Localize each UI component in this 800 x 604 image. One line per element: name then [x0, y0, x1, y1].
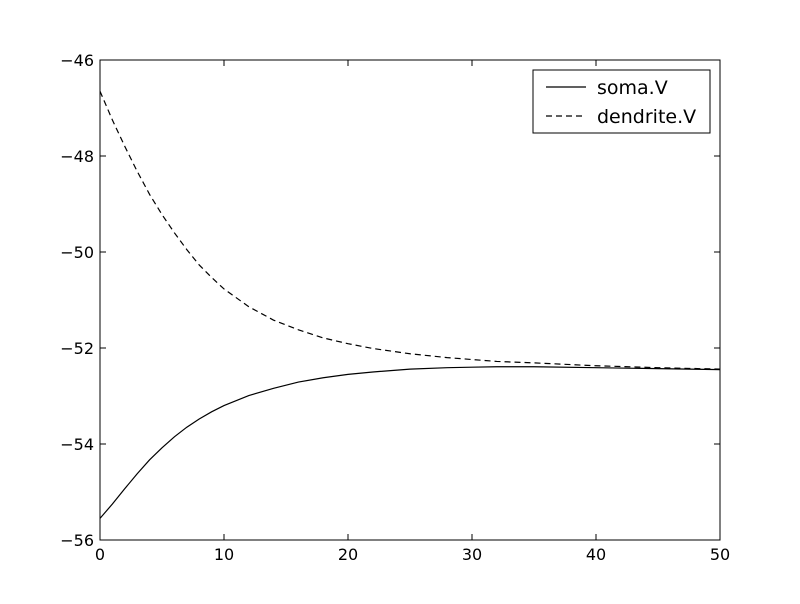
- x-tick-label: 40: [586, 545, 606, 564]
- legend: soma.V dendrite.V: [532, 69, 711, 134]
- x-tick-label: 10: [214, 545, 234, 564]
- y-tick-label: −56: [60, 531, 94, 550]
- legend-box: [532, 69, 711, 134]
- x-tick-label: 30: [462, 545, 482, 564]
- x-tick-label: 0: [95, 545, 105, 564]
- x-tick-label: 50: [710, 545, 730, 564]
- y-tick-label: −48: [60, 147, 94, 166]
- x-tick-label: 20: [338, 545, 358, 564]
- y-tick-label: −46: [60, 51, 94, 70]
- series-line-dendrite-v: [100, 90, 720, 370]
- legend-label: dendrite.V: [597, 106, 696, 128]
- y-tick-label: −54: [60, 435, 94, 454]
- axes-layer: 0 10 20 30 40 50 −56 −54 −52 −50 −48 −46: [60, 51, 730, 564]
- y-tick-label: −52: [60, 339, 94, 358]
- y-tick-label: −50: [60, 243, 94, 262]
- plot-frame: [99, 59, 721, 541]
- legend-label: soma.V: [597, 77, 668, 99]
- series-layer: [100, 90, 720, 519]
- series-line-soma-v: [100, 366, 720, 519]
